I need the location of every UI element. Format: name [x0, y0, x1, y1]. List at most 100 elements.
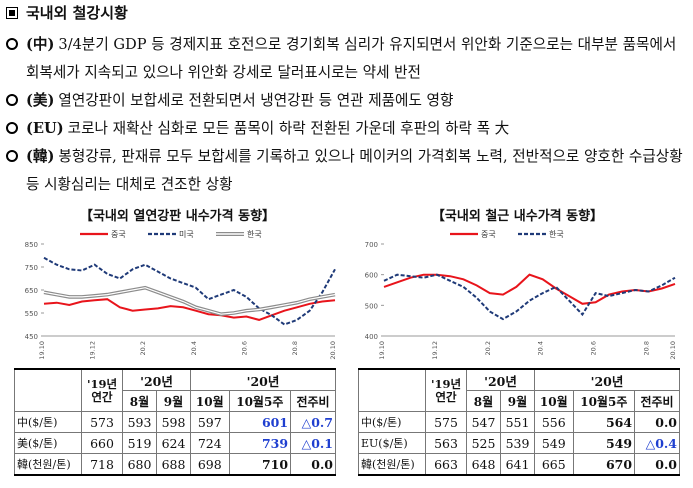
header-cell: '20년	[122, 368, 191, 391]
row-label: EU($/톤)	[358, 432, 426, 454]
bullet-tag: (EU)	[26, 120, 64, 137]
y-tick-label: 500	[365, 302, 378, 310]
cell: 564	[572, 411, 636, 433]
cell: 547	[466, 411, 501, 433]
bullet-text: 3/4분기 GDP 등 경제지표 호전으로 경기회복 심리가 유지되면서 위안화…	[26, 36, 677, 81]
cell: 539	[500, 432, 535, 454]
y-tick-label: 750	[25, 264, 38, 272]
cell: 551	[500, 411, 535, 433]
header-cell: '19년 연간	[425, 368, 467, 412]
data-row: 中($/톤) 575 547 551 556 564 0.0	[358, 411, 680, 433]
x-tick-label: 19.10	[378, 341, 386, 360]
corner-cell	[14, 368, 82, 412]
legend-label: 한국	[247, 230, 262, 239]
cell: 601	[228, 411, 292, 433]
square-icon	[6, 6, 18, 19]
chart-title: 【국내외 철근 내수가격 동향】	[431, 209, 604, 224]
row-label: 韓(천원/톤)	[358, 453, 426, 476]
header-cell: '20년	[534, 368, 680, 391]
bullet-text: 봉형강류, 판재류 모두 보합세를 기록하고 있으나 메이커의 가격회복 노력,…	[26, 148, 683, 193]
cell: 641	[500, 453, 535, 476]
y-tick-label: 850	[25, 241, 38, 249]
cell: 680	[122, 453, 157, 476]
header-cell: '19년 연간	[81, 368, 123, 412]
subheader-cell: 10월5주	[572, 390, 636, 412]
header-title: 국내외 철강시황	[26, 4, 128, 22]
cell: 624	[156, 432, 191, 454]
bullet: (EU) 코로나 재확산 심화로 모든 품목이 하락 전환된 가운데 후판의 하락…	[6, 115, 690, 143]
subheader-cell: 10월	[534, 390, 574, 412]
row-label: 韓(천원/톤)	[14, 453, 82, 476]
x-tick-label: 20.2	[484, 341, 492, 355]
bullet-tag: (韓)	[26, 148, 55, 165]
y-tick-label: 650	[25, 287, 38, 295]
cell: 525	[466, 432, 501, 454]
cell: 549	[534, 432, 574, 454]
cell: 670	[572, 453, 636, 476]
row-label: 中($/톤)	[358, 411, 426, 433]
cell: 0.0	[634, 411, 680, 433]
x-tick-label: 20.6	[240, 341, 248, 355]
cell: 718	[81, 453, 123, 476]
x-tick-label: 20.4	[537, 341, 545, 355]
data-row: 韓(천원/톤) 663 648 641 665 670 0.0	[358, 453, 680, 476]
bullet: (中) 3/4분기 GDP 등 경제지표 호전으로 경기회복 심리가 유지되면서 …	[6, 31, 690, 87]
x-tick-label: 20.4	[190, 341, 198, 355]
subheader-cell: 10월5주	[228, 390, 292, 412]
subheader-cell: 9월	[500, 390, 535, 412]
chart-title: 【국내외 열연강판 내수가격 동향】	[79, 209, 276, 224]
row-label: 美($/톤)	[14, 432, 82, 454]
bullet-body: (韓) 봉형강류, 판재류 모두 보합세를 기록하고 있으나 메이커의 가격회복 …	[26, 143, 690, 199]
y-tick-label: 600	[365, 272, 378, 280]
bullet-tag: (中)	[26, 36, 55, 53]
y-tick-label: 450	[25, 333, 38, 341]
legend-label: 중국	[481, 230, 496, 239]
cell: 597	[190, 411, 230, 433]
legend-label: 미국	[179, 230, 194, 239]
x-tick-label: 20.2	[139, 341, 147, 355]
x-tick-label: 20.8	[643, 341, 651, 355]
subheader-cell: 전주비	[290, 390, 336, 412]
chart: 450 550 650 750 850 19.10 19.12 20.2 20.4 20.6 20.…	[25, 230, 337, 360]
cell: 739	[228, 432, 292, 454]
x-tick-label: 20.8	[291, 341, 299, 355]
cell: 593	[122, 411, 157, 433]
corner-cell	[358, 368, 426, 412]
cell: 665	[534, 453, 574, 476]
cell: 549	[572, 432, 636, 454]
cell: 698	[190, 453, 230, 476]
cell: 519	[122, 432, 157, 454]
chart: 400 500 600 700 19.10 19.12 20.2 20.4 20.6 20.8 20…	[365, 230, 677, 360]
cell: 575	[425, 411, 467, 433]
data-row: 中($/톤) 573 593 598 597 601 △0.7	[14, 411, 336, 433]
cell: 0.0	[634, 453, 680, 476]
x-tick-label: 19.12	[89, 341, 97, 360]
subheader-cell: 전주비	[634, 390, 680, 412]
legend-label: 한국	[549, 230, 564, 239]
legend-label: 중국	[111, 230, 126, 239]
cell: 573	[81, 411, 123, 433]
bullet-list: (中) 3/4분기 GDP 등 경제지표 호전으로 경기회복 심리가 유지되면서 …	[6, 31, 690, 199]
cell: 660	[81, 432, 123, 454]
series-line	[43, 256, 336, 326]
header-row: '19년 연간 '20년 '20년	[358, 368, 680, 412]
x-tick-label: 20.10	[669, 341, 677, 360]
bullet-body: (美) 열연강판이 보합세로 전환되면서 냉연강판 등 연관 제품에도 영향	[26, 87, 690, 115]
x-tick-label: 19.10	[38, 341, 46, 360]
bullet-text: 코로나 재확산 심화로 모든 품목이 하락 전환된 가운데 후판의 하락 폭 大	[67, 120, 510, 137]
data-row: 美($/톤) 660 519 624 724 739 △0.1	[14, 432, 336, 454]
y-tick-label: 400	[365, 333, 378, 341]
bullet-body: (EU) 코로나 재확산 심화로 모든 품목이 하락 전환된 가운데 후판의 하락…	[26, 115, 690, 143]
bullet-body: (中) 3/4분기 GDP 등 경제지표 호전으로 경기회복 심리가 유지되면서 …	[26, 31, 690, 87]
cell: 724	[190, 432, 230, 454]
subheader-row: 8월 9월 10월 10월5주 전주비	[359, 390, 680, 412]
subheader-cell: 8월	[466, 390, 501, 412]
row-label: 中($/톤)	[14, 411, 82, 433]
cell: 563	[425, 432, 467, 454]
series-line-inner	[43, 287, 336, 315]
cell: 710	[228, 453, 292, 476]
price-table: '19년 연간 '20년 '20년 8월 9월 10월 10월5주 전주비 中($/톤) 575 5…	[358, 368, 680, 476]
header-cell: '20년	[190, 368, 336, 391]
bullet-icon	[6, 94, 18, 106]
